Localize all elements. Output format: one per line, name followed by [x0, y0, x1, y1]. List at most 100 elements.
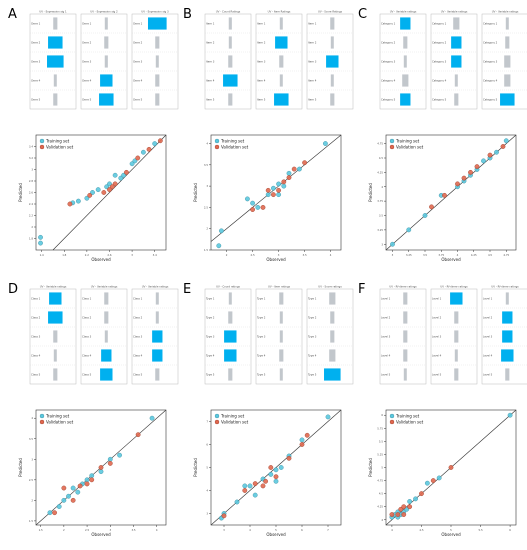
y-tick-label: 1.5 — [204, 248, 208, 252]
bar-row-label: Category 1 — [483, 22, 498, 26]
legend-validation-marker — [39, 144, 45, 150]
bar-chart-frame — [204, 13, 252, 110]
validation-point — [304, 432, 310, 438]
training-point — [152, 141, 158, 147]
y-tick-label: 2 — [206, 227, 208, 231]
bar-chart-1: UV - Expression sig 1 Gene 1 Gene 2 Gene 3 G… — [29, 10, 77, 110]
bar-row-label: Category 4 — [432, 79, 447, 83]
legend-training-label: Training set — [395, 138, 420, 143]
x-tick-label: 2.5 — [251, 253, 255, 257]
x-tick-label: 4 — [457, 253, 459, 257]
panel-label: B — [183, 7, 192, 22]
training-point — [61, 497, 67, 503]
bar — [403, 55, 407, 68]
bar-row-label: Level 3 — [381, 335, 391, 339]
validation-point — [61, 485, 67, 491]
x-tick-label: 3 — [109, 528, 111, 532]
bar — [53, 74, 57, 87]
bar — [152, 349, 163, 362]
bar-row-label: Type 5 — [308, 373, 317, 377]
y-tick-label: 3 — [31, 457, 33, 461]
y-tick-label: 1.8 — [29, 237, 33, 241]
legend-validation-marker — [214, 419, 220, 425]
validation-point — [268, 465, 274, 470]
bar — [279, 55, 284, 68]
bar-chart-2: UV - Item ratings Type 1 Type 2 Type 3 Type … — [255, 285, 303, 385]
bar-row-label: Class 1 — [133, 297, 143, 301]
bar — [505, 368, 510, 381]
bar-row-label: Category 1 — [432, 22, 447, 26]
bar — [48, 36, 63, 49]
bar-chart-title: UV - Count Ratings — [216, 10, 241, 14]
validation-point — [84, 481, 90, 487]
validation-point — [407, 504, 413, 510]
bar — [279, 330, 283, 343]
bar-row-label: Level 2 — [381, 316, 391, 320]
y-tick-label: 4.25 — [377, 170, 383, 174]
training-point — [296, 166, 302, 172]
bar — [400, 93, 411, 106]
bar-row-label: Level 5 — [483, 373, 493, 377]
scatter-frame — [210, 134, 342, 251]
bar — [152, 330, 163, 343]
training-point — [121, 172, 127, 178]
bar — [104, 311, 109, 324]
bar-row-label: Item 1 — [308, 22, 317, 26]
panel-a: A UV - Expression sig 1 Gene 1 Gene 2 Gene 3… — [8, 7, 179, 262]
bar-chart-2: UV - Variable ratings Class 1 Class 2 Class… — [80, 285, 128, 385]
validation-point — [474, 164, 480, 170]
bar — [275, 36, 288, 49]
training-point — [278, 465, 284, 470]
y-tick-label: 2.4 — [29, 202, 33, 206]
bar-row-label: Category 4 — [483, 79, 498, 83]
bar — [53, 93, 58, 106]
bar — [53, 17, 58, 30]
training-point — [265, 192, 271, 198]
y-axis-label: Predicted — [193, 458, 198, 477]
x-tick-label: 2.2 — [85, 253, 89, 257]
bar — [330, 311, 335, 324]
bar-row-label: Class 2 — [31, 316, 41, 320]
validation-point — [135, 155, 141, 161]
x-tick-label: 3 — [223, 528, 225, 532]
panel-label: A — [8, 7, 17, 22]
x-tick-label: 3 — [278, 253, 280, 257]
bar-chart-frame — [80, 13, 128, 110]
bar-row-label: Category 2 — [483, 41, 498, 45]
bar-chart-3: UV - Variable ratings Class 1 Class 2 Class… — [131, 285, 179, 385]
bar — [330, 330, 335, 343]
validation-point — [260, 483, 266, 489]
training-point — [75, 489, 81, 495]
bar-chart-title: UV - Count ratings — [216, 285, 240, 289]
bar-row-label: Gene 1 — [133, 22, 143, 26]
x-tick-label: 4.5 — [419, 528, 423, 532]
validation-point — [468, 169, 473, 175]
bar-row-label: Type 2 — [257, 316, 266, 320]
bar — [451, 36, 462, 49]
y-tick-label: 7 — [206, 420, 208, 424]
bar-row-label: Category 3 — [432, 60, 447, 64]
y-tick-label: 3.5 — [29, 437, 33, 441]
training-point — [218, 228, 224, 234]
bar — [228, 17, 232, 30]
training-point — [273, 478, 279, 484]
bar-row-label: Category 5 — [432, 98, 447, 102]
bar-chart-title: UV - Variable ratings — [441, 10, 468, 14]
x-axis-label: Observed — [266, 257, 286, 262]
scatter-plot: 1.4 1.8 2.2 2.6 3 3.4 1.8 2 2.2 2.4 2.6 2.8 3 3.2 3.4 O… — [18, 134, 167, 262]
bar-row-label: Item 2 — [257, 41, 266, 45]
bar — [104, 330, 108, 343]
bar-row-label: Item 1 — [206, 22, 215, 26]
training-point — [270, 185, 276, 191]
training-point — [494, 149, 499, 155]
bar-chart-frame — [430, 288, 478, 385]
bar-row-label: Item 4 — [308, 79, 317, 83]
bar — [501, 349, 514, 362]
training-point — [107, 456, 113, 462]
bar-row-label: Gene 3 — [133, 60, 143, 64]
bar-chart-1: UV - Variable ratings Class 1 Class 2 Class… — [29, 285, 77, 385]
bar — [502, 330, 513, 343]
y-tick-label: 2.5 — [29, 478, 33, 482]
panel-label: F — [358, 282, 365, 297]
training-point — [255, 205, 261, 210]
